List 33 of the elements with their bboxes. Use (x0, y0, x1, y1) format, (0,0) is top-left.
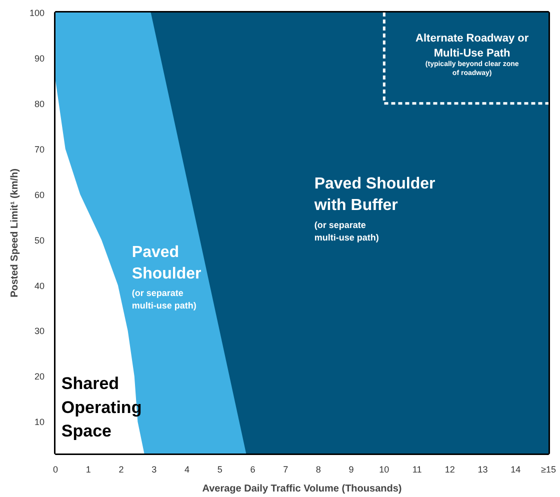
annotation: (or separate multi-use path) (314, 220, 379, 242)
y-tick-label: 20 (34, 372, 45, 382)
x-tick-label: 5 (217, 464, 222, 474)
x-tick-label: 2 (118, 464, 124, 474)
y-tick-label: 70 (34, 144, 45, 154)
y-tick-label: 60 (34, 190, 45, 200)
annotation: Paved Shoulder with Buffer (313, 176, 436, 214)
x-tick-label: 1 (86, 464, 91, 474)
x-tick-label: 14 (510, 464, 521, 474)
y-tick-label: 10 (34, 417, 45, 428)
x-tick-label: 12 (444, 464, 455, 474)
annotation: (or separate multi-use path) (132, 288, 196, 311)
x-axis-title: Average Daily Traffic Volume (Thousands) (202, 484, 402, 494)
x-tick-label: 11 (412, 464, 422, 474)
y-tick-label: 40 (34, 280, 45, 291)
x-tick-label: 10 (379, 464, 390, 474)
y-tick-label: 50 (34, 235, 45, 246)
annotation: Alternate Roadway or Multi-Use Path (416, 32, 530, 60)
x-tick-label: ≥15 (541, 464, 556, 474)
y-tick-label: 80 (34, 98, 45, 109)
x-tick-label: 3 (152, 464, 157, 474)
x-tick-label: 4 (184, 464, 190, 474)
y-tick-label: 90 (34, 53, 45, 64)
x-tick-label: 13 (478, 464, 488, 474)
y-tick-label: 30 (34, 326, 45, 336)
x-tick-label: 7 (283, 464, 288, 474)
y-tick-label: 100 (29, 8, 45, 18)
annotation: Paved Shoulder (132, 244, 202, 282)
y-axis-title: Posted Speed Limit¹ (km/h) (9, 168, 20, 298)
x-tick-label: 6 (250, 464, 256, 474)
x-tick-label: 9 (348, 464, 354, 474)
x-tick-label: 8 (316, 464, 321, 474)
x-tick-label: 0 (52, 464, 58, 474)
